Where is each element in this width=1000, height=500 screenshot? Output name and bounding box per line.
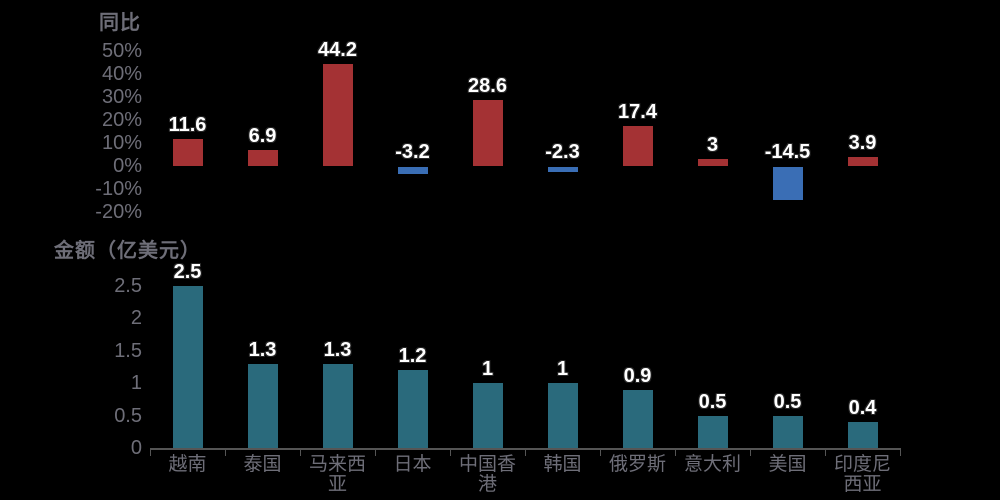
amount-bar [322,363,353,448]
yoy-chart-title: 同比 [99,12,141,34]
category-label-line: 日本 [393,454,432,475]
category-label-line: 港 [477,474,497,495]
yoy-value-label: -2.3 [545,141,580,163]
amount-value-label: 1 [556,358,569,380]
x-axis-tick [525,448,526,456]
amount-y-tick-label: 0.5 [114,404,142,427]
category-label: 泰国 [218,455,308,475]
yoy-bar [397,167,428,175]
category-label: 印度尼 西亚 [818,455,908,495]
yoy-value-label: 28.6 [468,74,507,97]
amount-value-label: 0.9 [623,364,652,387]
x-axis-tick [150,448,151,456]
category-label: 日本 [368,455,458,475]
yoy-y-tick-label: 30% [101,85,142,108]
yoy-value-label: -3.2 [395,141,430,163]
amount-value-label: 2.5 [173,260,202,283]
category-label: 意大利 [668,455,758,475]
yoy-y-tick-label: -20% [95,201,142,224]
category-label-line: 亚 [327,474,347,495]
yoy-y-tick-label: -10% [95,178,142,201]
yoy-bar [697,159,728,166]
x-axis-tick [600,448,601,456]
category-label-line: 泰国 [243,454,282,475]
yoy-bar [472,99,503,166]
yoy-bar [847,156,878,166]
category-label: 美国 [743,455,833,475]
category-label: 马来西亚 [293,455,383,495]
amount-y-tick-label: 2 [130,307,142,329]
x-axis-tick [300,448,301,456]
amount-bar [547,383,578,448]
amount-y-tick-label: 1.5 [114,339,142,362]
amount-bar [472,383,503,448]
amount-bar [772,415,803,448]
yoy-value-label: -14.5 [764,141,811,163]
amount-bar [172,285,203,448]
amount-value-label: 0.4 [848,397,877,419]
yoy-bar [622,125,653,166]
yoy-bar [772,167,803,201]
amount-y-tick-label: 2.5 [114,274,142,297]
category-label-line: 韩国 [543,454,582,475]
yoy-value-label: 3 [706,134,719,157]
amount-value-label: 0.5 [773,390,802,413]
yoy-y-tick-label: 50% [101,39,142,62]
amount-chart-title: 金额（亿美元） [54,240,201,262]
amount-value-label: 1.2 [398,345,427,367]
category-label-line: 意大利 [683,454,741,475]
amount-y-tick-label: 0 [130,437,142,459]
x-axis-tick [375,448,376,456]
category-label-line: 西亚 [843,474,882,495]
yoy-bar [322,63,353,166]
yoy-bar [247,150,278,166]
amount-bar [847,422,878,448]
category-label-line: 中国香 [458,454,516,475]
yoy-y-tick-label: 10% [101,131,142,154]
amount-value-label: 1.3 [323,338,352,361]
x-axis-tick [825,448,826,456]
category-label: 俄罗斯 [593,455,683,475]
amount-bar [622,389,653,448]
x-axis-tick [675,448,676,456]
yoy-bar [172,139,203,166]
yoy-value-label: 11.6 [168,114,207,137]
yoy-value-label: 44.2 [318,38,357,61]
yoy-bar [547,167,578,173]
amount-value-label: 0.5 [698,390,727,413]
amount-bar [697,415,728,448]
amount-value-label: 1.3 [248,338,277,361]
yoy-y-tick-label: 0% [113,155,142,177]
category-label-line: 印度尼 [833,454,891,475]
x-axis-tick [900,448,901,456]
category-label-line: 俄罗斯 [608,454,666,475]
category-label: 中国香港 [443,455,533,495]
x-axis-tick [225,448,226,456]
amount-bar [247,363,278,448]
amount-value-label: 1 [481,358,494,380]
yoy-value-label: 3.9 [848,131,877,154]
category-label-line: 马来西 [308,454,366,475]
amount-bar [397,370,428,448]
yoy-value-label: 17.4 [618,100,657,123]
yoy-y-tick-label: 40% [101,62,142,85]
x-axis-tick [750,448,751,456]
category-label-line: 美国 [768,454,807,475]
yoy-value-label: 6.9 [248,125,277,148]
x-axis-tick [450,448,451,456]
yoy-y-tick-label: 20% [101,108,142,131]
amount-y-tick-label: 1 [130,372,142,394]
category-label-line: 越南 [168,454,207,475]
category-label: 越南 [143,455,233,475]
category-label: 韩国 [518,455,608,475]
